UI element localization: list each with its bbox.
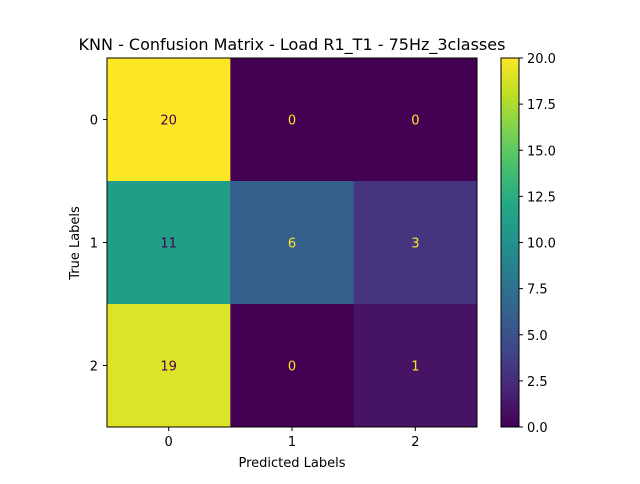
x-tick-label-0: 0 (165, 435, 173, 450)
y-tick-label-0: 0 (90, 114, 98, 129)
y-tick-label-2: 2 (90, 360, 98, 375)
chart-title: KNN - Confusion Matrix - Load R1_T1 - 75… (79, 35, 506, 55)
colorbar-tick-label-1: 2.5 (527, 375, 548, 390)
colorbar-tick-label-5: 12.5 (527, 190, 556, 205)
colorbar-tick-label-0: 0.0 (527, 421, 548, 436)
cell-value-0-1: 0 (288, 114, 296, 129)
x-tick-label-1: 1 (288, 435, 296, 450)
colorbar-ticks: 0.0 2.5 5.0 7.5 10.0 12.5 15.0 17.5 20.0 (519, 52, 556, 436)
y-axis-label: True Labels (68, 206, 83, 281)
x-axis: 0 1 2 (165, 427, 420, 450)
cell-value-2-1: 0 (288, 360, 296, 375)
y-axis: 0 1 2 (90, 114, 107, 375)
y-tick-label-1: 1 (90, 237, 98, 252)
cell-value-0-0: 20 (160, 114, 177, 129)
cell-value-1-1: 6 (288, 237, 296, 252)
cell-value-2-0: 19 (160, 360, 177, 375)
cell-value-1-0: 11 (160, 237, 177, 252)
colorbar-tick-label-2: 5.0 (527, 329, 548, 344)
x-axis-label: Predicted Labels (238, 456, 345, 471)
colorbar-tick-label-6: 15.0 (527, 144, 556, 159)
x-tick-label-2: 2 (411, 435, 419, 450)
cell-value-1-2: 3 (411, 237, 419, 252)
colorbar-tick-label-7: 17.5 (527, 98, 556, 113)
colorbar-tick-label-3: 7.5 (527, 283, 548, 298)
cell-value-2-2: 1 (411, 360, 419, 375)
colorbar-tick-label-8: 20.0 (527, 52, 556, 67)
colorbar (501, 58, 519, 427)
cell-value-0-2: 0 (411, 114, 419, 129)
colorbar-tick-label-4: 10.0 (527, 237, 556, 252)
